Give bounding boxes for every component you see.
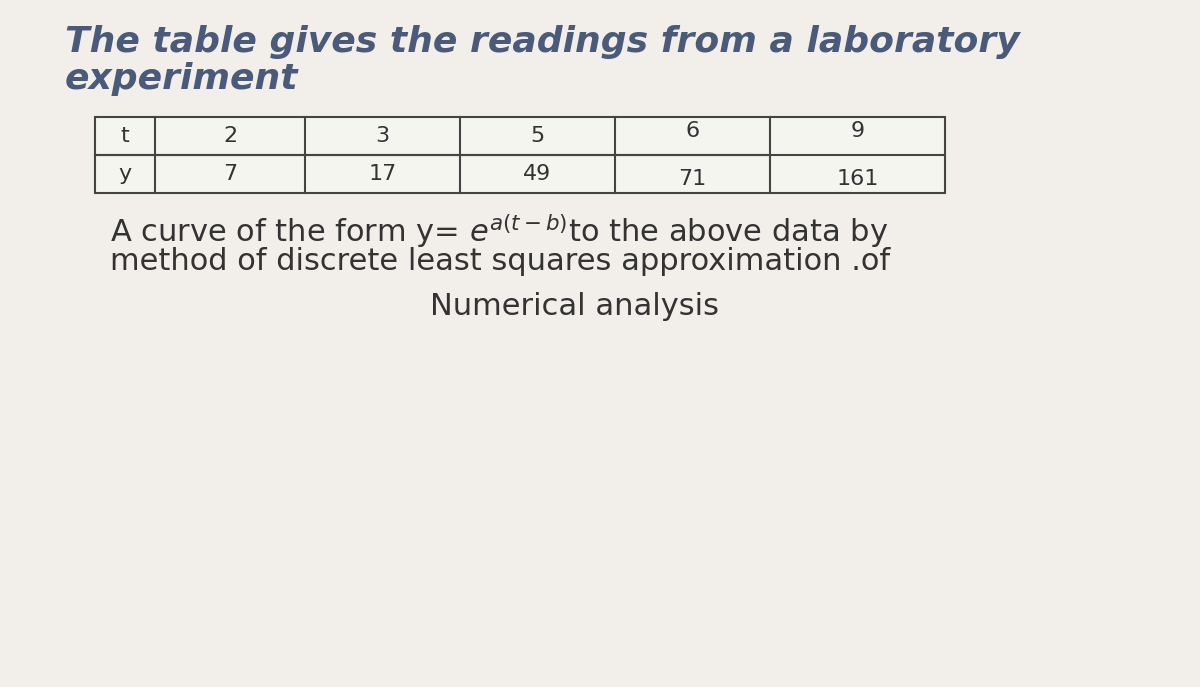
Text: Numerical analysis: Numerical analysis <box>430 292 719 321</box>
Text: A curve of the form y= $e^{a(t-b)}$to the above data by: A curve of the form y= $e^{a(t-b)}$to th… <box>110 212 888 250</box>
Text: 3: 3 <box>376 126 390 146</box>
Text: The table gives the readings from a laboratory: The table gives the readings from a labo… <box>65 25 1020 59</box>
Text: 161: 161 <box>836 168 878 188</box>
Text: method of discrete least squares approximation .of: method of discrete least squares approxi… <box>110 247 890 276</box>
Text: 5: 5 <box>530 126 545 146</box>
Text: y: y <box>119 164 132 184</box>
Bar <box>95 117 946 193</box>
Text: t: t <box>121 126 130 146</box>
Text: 2: 2 <box>223 126 238 146</box>
Text: 71: 71 <box>678 168 707 188</box>
Text: 9: 9 <box>851 122 864 142</box>
Text: 6: 6 <box>685 122 700 142</box>
Text: 7: 7 <box>223 164 238 184</box>
Text: experiment: experiment <box>65 62 299 96</box>
Text: 49: 49 <box>523 164 552 184</box>
Text: 17: 17 <box>368 164 397 184</box>
